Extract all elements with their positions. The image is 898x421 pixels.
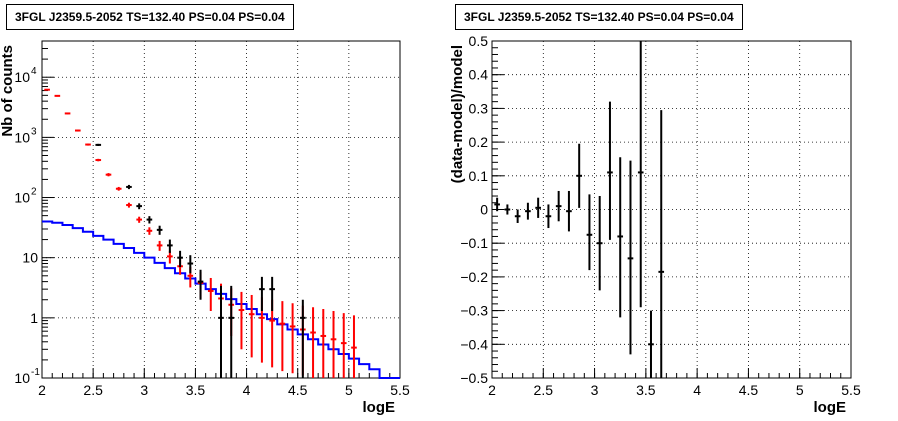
y-tick-label: 10 [14, 370, 30, 386]
x-tick-label: 2.5 [83, 382, 103, 398]
x-tick-label: 3 [140, 382, 148, 398]
y-tick-exponent: 3 [31, 126, 37, 137]
y-tick-label: 1 [30, 310, 38, 326]
y-tick-label: 0.3 [469, 100, 489, 116]
residuals-panel: 3FGL J2359.5-2052 TS=132.40 PS=0.04 PS=0… [449, 0, 898, 421]
residuals-chart-title: 3FGL J2359.5-2052 TS=132.40 PS=0.04 PS=0… [455, 4, 743, 30]
y-tick-exponent: -1 [31, 367, 40, 378]
x-axis-label: logE [363, 399, 396, 416]
y-tick-exponent: 4 [31, 66, 37, 77]
y-tick-label: 0.2 [469, 134, 489, 150]
counts-chart-title: 3FGL J2359.5-2052 TS=132.40 PS=0.04 PS=0… [6, 4, 294, 30]
y-tick-label: 10 [22, 250, 38, 266]
residuals-chart: 2 2.5 3 3.5 4 4.5 5 5.5 −0.5 −0.4 −0.3 −0.2 −0.1 0 0.1… [449, 33, 861, 416]
y-tick-label: −0.4 [460, 336, 488, 352]
y-tick-label: −0.3 [460, 303, 488, 319]
x-tick-label: 3 [591, 382, 599, 398]
y-tick-label: −0.5 [460, 370, 488, 386]
x-tick-label: 4.5 [288, 382, 308, 398]
x-axis-label: logE [814, 399, 847, 416]
y-axis-label: Nb of counts [0, 45, 16, 137]
x-tick-label: 4.5 [739, 382, 759, 398]
y-tick-label: 0.4 [469, 67, 489, 83]
model-step-line [42, 220, 400, 379]
y-tick-exponent: 2 [31, 187, 37, 198]
counts-panel: 3FGL J2359.5-2052 TS=132.40 PS=0.04 PS=0… [0, 4, 410, 416]
x-tick-label: 5 [345, 382, 353, 398]
y-tick-label: −0.2 [460, 269, 488, 285]
x-tick-label: 3.5 [636, 382, 656, 398]
x-tick-label: 2 [488, 382, 496, 398]
y-tick-label: 0.5 [469, 33, 489, 49]
y-tick-label: 10 [14, 69, 30, 85]
y-tick-label: 10 [14, 190, 30, 206]
x-tick-label: 3.5 [186, 382, 206, 398]
y-axis-label: (data-model)/model [449, 45, 466, 183]
x-tick-label: 2.5 [534, 382, 554, 398]
plot-frame [491, 40, 852, 379]
x-tick-label: 5.5 [390, 382, 410, 398]
x-tick-label: 5 [796, 382, 804, 398]
y-tick-label: 10 [14, 129, 30, 145]
x-tick-label: 4 [243, 382, 251, 398]
x-tick-label: 4 [693, 382, 701, 398]
y-tick-label: 0 [480, 202, 488, 218]
y-tick-label: 0.1 [469, 168, 489, 184]
y-tick-label: −0.1 [460, 235, 488, 251]
x-tick-label: 5.5 [841, 382, 861, 398]
x-tick-label: 2 [38, 382, 46, 398]
